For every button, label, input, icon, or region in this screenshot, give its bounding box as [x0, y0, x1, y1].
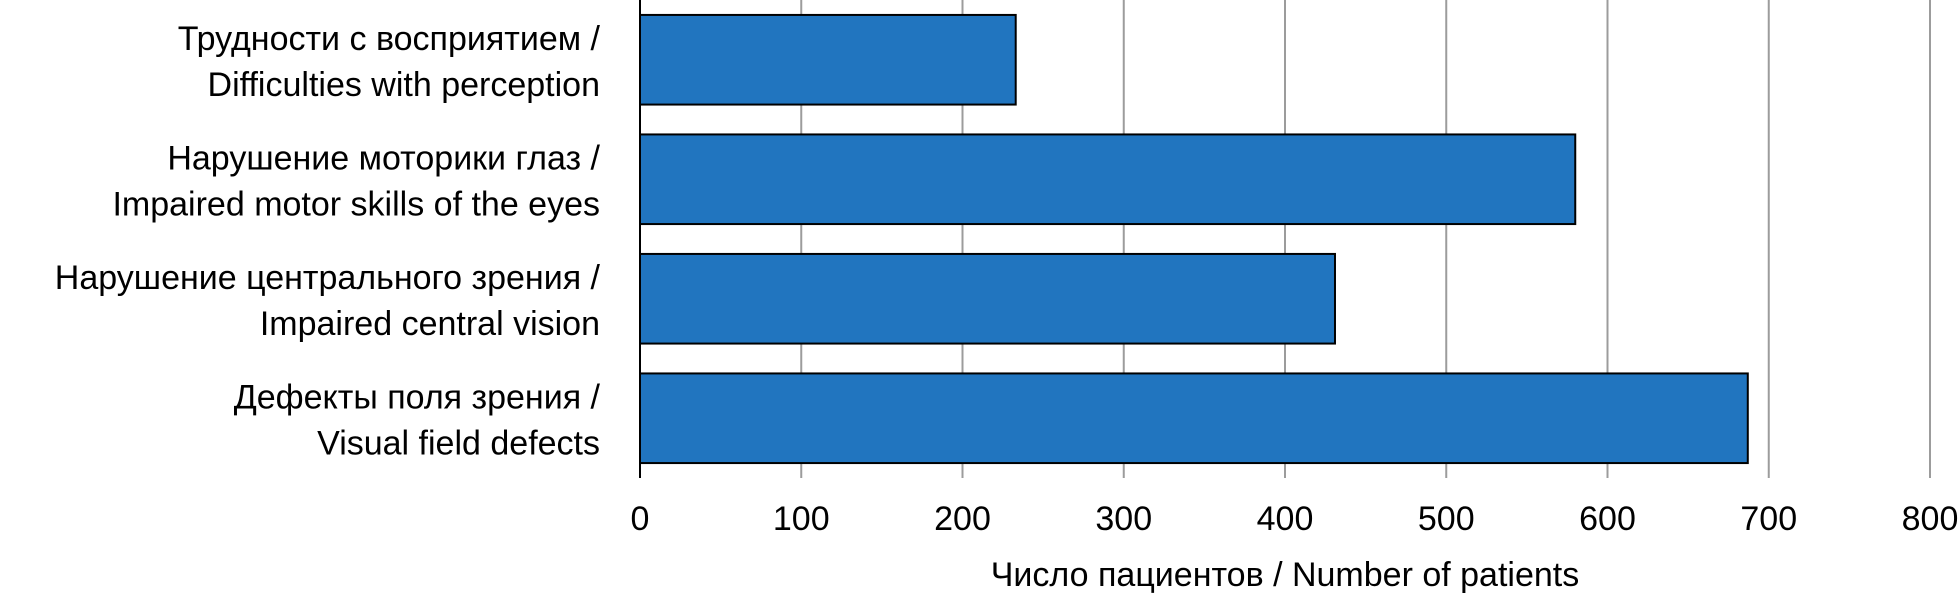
- category-label-line: Нарушение моторики глаз /: [167, 139, 600, 177]
- category-label-line: Impaired motor skills of the eyes: [112, 185, 600, 223]
- category-label: Нарушение центрального зрения / Impaired …: [55, 259, 601, 343]
- category-label: Трудности с восприятием / Difficulties wi…: [178, 20, 601, 104]
- x-tick-label: 0: [631, 500, 650, 538]
- category-labels: Трудности с восприятием / Difficulties wi…: [55, 20, 601, 463]
- category-label-line: Трудности с восприятием /: [178, 20, 601, 58]
- bar: [639, 13, 1017, 106]
- category-label-line: Нарушение центрального зрения /: [55, 259, 601, 297]
- x-axis-title: Число пациентов / Number of patients: [991, 556, 1579, 594]
- category-label-line: Impaired central vision: [260, 305, 600, 343]
- bar: [639, 252, 1336, 345]
- x-tick-label: 300: [1095, 500, 1152, 538]
- category-label: Дефекты поля зрения / Visual field defect…: [234, 378, 601, 462]
- category-label: Нарушение моторики глаз / Impaired motor …: [112, 139, 600, 223]
- x-tick-label: 600: [1579, 500, 1636, 538]
- x-tick-labels: 0 100 200 300 400 500 600 700 800: [631, 500, 1959, 538]
- x-tick-label: 700: [1740, 500, 1797, 538]
- bar: [639, 372, 1749, 465]
- category-label-line: Difficulties with perception: [208, 66, 600, 104]
- x-tick-label: 800: [1902, 500, 1959, 538]
- x-tick-label: 400: [1257, 500, 1314, 538]
- x-tick-label: 500: [1418, 500, 1475, 538]
- category-label-line: Visual field defects: [317, 424, 600, 462]
- bars: [639, 13, 1749, 465]
- x-tick-label: 100: [773, 500, 830, 538]
- category-label-line: Дефекты поля зрения /: [234, 378, 601, 416]
- bar: [639, 133, 1577, 226]
- x-tick-label: 200: [934, 500, 991, 538]
